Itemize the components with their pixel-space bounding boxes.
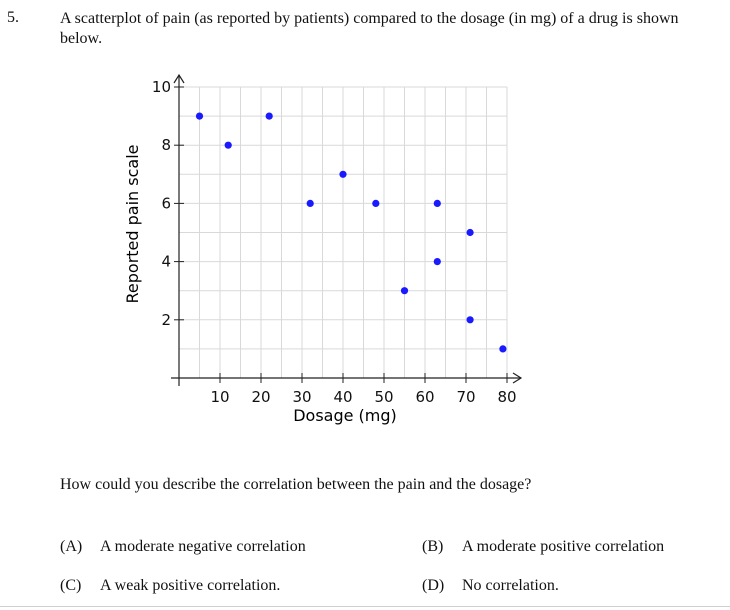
choice-d-text: No correlation.: [462, 577, 559, 594]
data-point: [372, 199, 380, 207]
data-point: [339, 170, 347, 178]
choice-b-letter: (B): [422, 538, 444, 555]
x-tick-label: 30: [292, 388, 311, 406]
data-point: [499, 345, 507, 353]
bottom-divider: [0, 606, 730, 607]
data-point: [224, 141, 232, 149]
x-axis-arrow: [512, 372, 523, 384]
y-tick-label: 8: [161, 136, 171, 154]
choice-a[interactable]: (A) A moderate negative correlation: [60, 538, 306, 556]
y-tick-label: 6: [161, 194, 171, 212]
choice-d-letter: (D): [422, 577, 445, 594]
x-tick-label: 70: [456, 388, 475, 406]
scatterplot-chart: 10 20 30 40 50 60 70 80 2 4 6 8 10 Dosage (mg) Repor…: [123, 73, 523, 425]
choice-c-text: A weak positive correlation.: [100, 577, 281, 594]
chart-axes: [171, 73, 523, 386]
x-tick-label: 40: [333, 388, 352, 406]
x-tick-label: 20: [251, 388, 270, 406]
question-text: A scatterplot of pain (as reported by pa…: [60, 10, 679, 47]
data-point: [466, 316, 474, 324]
y-axis-label: Reported pain scale: [123, 145, 142, 304]
x-axis-label: Dosage (mg): [293, 406, 397, 425]
data-point: [400, 287, 409, 295]
x-tick-label: 50: [374, 388, 393, 406]
data-point: [433, 258, 441, 266]
question-number: 5.: [7, 9, 19, 26]
x-tick-label: 60: [415, 388, 434, 406]
y-tick-label: 2: [161, 311, 171, 329]
choice-a-letter: (A): [60, 538, 83, 555]
chart-ticks: 10 20 30 40 50 60 70 80 2 4 6 8 10: [152, 78, 517, 406]
y-axis-arrow: [173, 73, 185, 84]
choice-c[interactable]: (C) A weak positive correlation.: [60, 577, 280, 595]
y-tick-label: 10: [152, 78, 171, 96]
choice-b[interactable]: (B) A moderate positive correlation: [422, 538, 664, 556]
x-tick-label: 80: [497, 388, 516, 406]
data-point: [195, 112, 204, 120]
x-tick-label: 10: [210, 388, 229, 406]
choice-b-text: A moderate positive correlation: [462, 538, 665, 555]
choice-d[interactable]: (D) No correlation.: [422, 577, 559, 595]
data-point: [466, 228, 474, 237]
chart-points: [195, 112, 507, 353]
data-point: [306, 199, 314, 207]
data-point: [433, 199, 441, 207]
y-tick-label: 4: [161, 253, 171, 271]
question-prompt: How could you describe the correlation b…: [60, 476, 532, 493]
choice-c-letter: (C): [60, 577, 82, 594]
data-point: [265, 112, 273, 120]
chart-grid: [179, 86, 508, 378]
choice-a-text: A moderate negative correlation: [100, 538, 306, 555]
